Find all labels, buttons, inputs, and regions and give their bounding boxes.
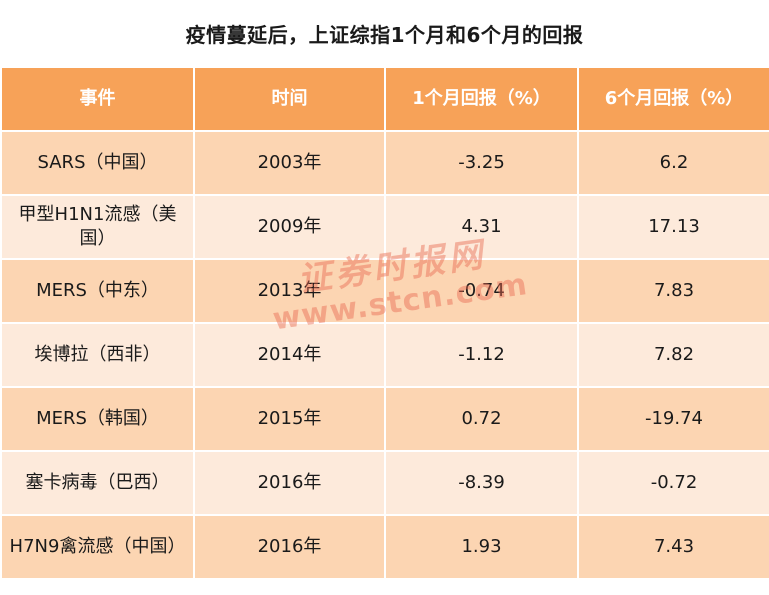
cell-time: 2016年 xyxy=(193,514,386,580)
cell-1-month-return: -0.74 xyxy=(384,258,579,324)
cell-time: 2015年 xyxy=(193,386,386,452)
table-body: SARS（中国） 2003年 -3.25 6.2 甲型H1N1流感（美国） 20… xyxy=(0,130,769,580)
cell-event: 埃博拉（西非） xyxy=(0,322,195,388)
cell-6-month-return: 17.13 xyxy=(577,194,769,260)
cell-6-month-return: 7.83 xyxy=(577,258,769,324)
cell-1-month-return: 1.93 xyxy=(384,514,579,580)
table-header: 事件 时间 1个月回报（%） 6个月回报（%） xyxy=(0,66,769,132)
cell-event: 甲型H1N1流感（美国） xyxy=(0,194,195,260)
table-row: SARS（中国） 2003年 -3.25 6.2 xyxy=(0,130,769,196)
cell-1-month-return: 4.31 xyxy=(384,194,579,260)
cell-event: H7N9禽流感（中国） xyxy=(0,514,195,580)
table-row: 塞卡病毒（巴西） 2016年 -8.39 -0.72 xyxy=(0,450,769,516)
table-row: 埃博拉（西非） 2014年 -1.12 7.82 xyxy=(0,322,769,388)
cell-1-month-return: -3.25 xyxy=(384,130,579,196)
cell-time: 2014年 xyxy=(193,322,386,388)
cell-6-month-return: 7.82 xyxy=(577,322,769,388)
table-row: MERS（中东） 2013年 -0.74 7.83 xyxy=(0,258,769,324)
header-row: 事件 时间 1个月回报（%） 6个月回报（%） xyxy=(0,66,769,132)
cell-6-month-return: -0.72 xyxy=(577,450,769,516)
table-row: MERS（韩国） 2015年 0.72 -19.74 xyxy=(0,386,769,452)
cell-6-month-return: -19.74 xyxy=(577,386,769,452)
cell-6-month-return: 6.2 xyxy=(577,130,769,196)
cell-event: SARS（中国） xyxy=(0,130,195,196)
header-time: 时间 xyxy=(193,66,386,132)
table-row: 甲型H1N1流感（美国） 2009年 4.31 17.13 xyxy=(0,194,769,260)
cell-1-month-return: -8.39 xyxy=(384,450,579,516)
header-1-month-return: 1个月回报（%） xyxy=(384,66,579,132)
cell-6-month-return: 7.43 xyxy=(577,514,769,580)
cell-event: MERS（中东） xyxy=(0,258,195,324)
cell-1-month-return: -1.12 xyxy=(384,322,579,388)
cell-time: 2003年 xyxy=(193,130,386,196)
cell-time: 2009年 xyxy=(193,194,386,260)
table-row: H7N9禽流感（中国） 2016年 1.93 7.43 xyxy=(0,514,769,580)
page-title: 疫情蔓延后，上证综指1个月和6个月的回报 xyxy=(185,22,584,47)
cell-time: 2013年 xyxy=(193,258,386,324)
cell-event: 塞卡病毒（巴西） xyxy=(0,450,195,516)
cell-1-month-return: 0.72 xyxy=(384,386,579,452)
cell-time: 2016年 xyxy=(193,450,386,516)
cell-event: MERS（韩国） xyxy=(0,386,195,452)
header-event: 事件 xyxy=(0,66,195,132)
returns-table: 事件 时间 1个月回报（%） 6个月回报（%） SARS（中国） 2003年 -… xyxy=(0,66,769,580)
header-6-month-return: 6个月回报（%） xyxy=(577,66,769,132)
